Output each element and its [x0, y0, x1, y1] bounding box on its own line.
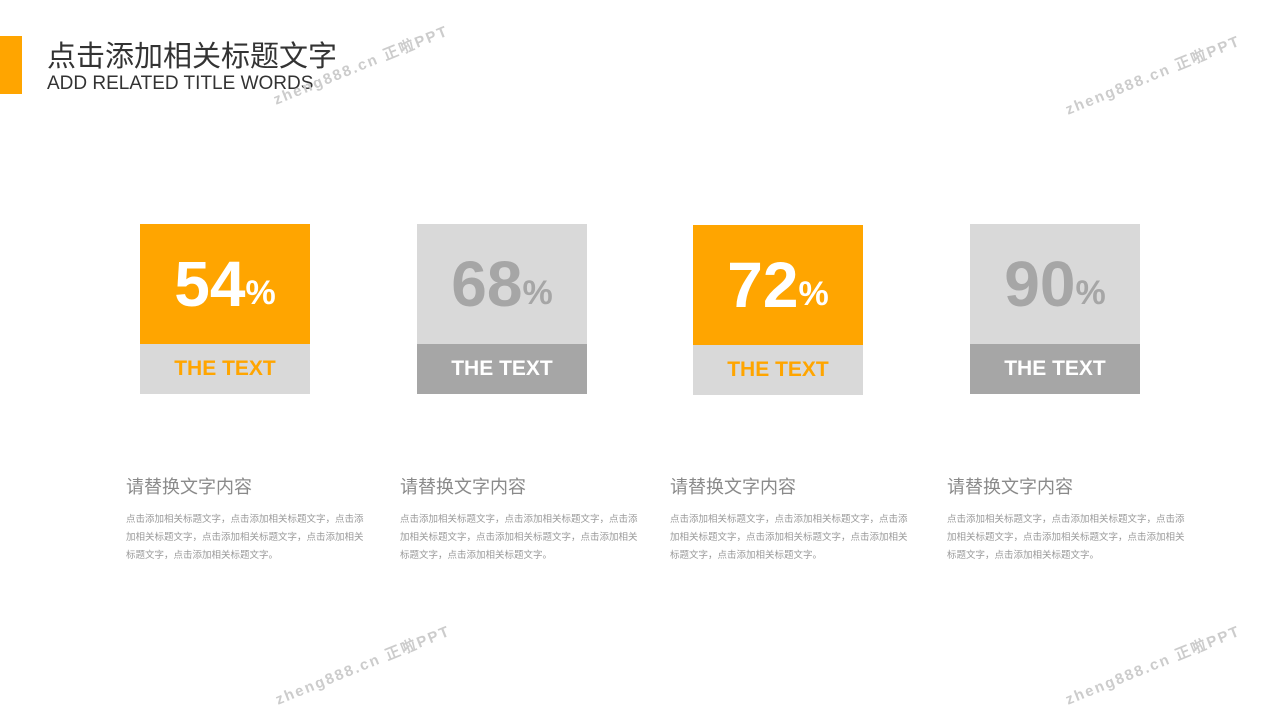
stat-value: 54% — [140, 224, 310, 344]
stat-number: 68 — [451, 248, 523, 320]
column-body: 点击添加相关标题文字，点击添加相关标题文字，点击添加相关标题文字，点击添加相关标… — [126, 514, 364, 561]
watermark: zheng888.cn 正啦PPT — [1063, 622, 1244, 709]
column-heading: 请替换文字内容 — [126, 477, 252, 497]
stat-unit: % — [522, 273, 553, 312]
stat-value: 90% — [970, 224, 1140, 344]
stat-unit: % — [798, 274, 829, 313]
stat-card: 90% THE TEXT — [970, 224, 1140, 394]
watermark: zheng888.cn 正啦PPT — [1063, 32, 1244, 119]
text-column: 请替换文字内容点击添加相关标题文字，点击添加相关标题文字，点击添加相关标题文字，… — [126, 473, 371, 565]
column-body: 点击添加相关标题文字，点击添加相关标题文字，点击添加相关标题文字，点击添加相关标… — [947, 514, 1185, 561]
stat-label: THE TEXT — [693, 345, 863, 395]
column-heading: 请替换文字内容 — [947, 477, 1073, 497]
stat-unit: % — [1075, 273, 1106, 312]
text-column: 请替换文字内容点击添加相关标题文字，点击添加相关标题文字，点击添加相关标题文字，… — [670, 473, 915, 565]
stat-card: 72% THE TEXT — [693, 225, 863, 395]
column-heading: 请替换文字内容 — [670, 477, 796, 497]
column-heading: 请替换文字内容 — [400, 477, 526, 497]
stat-number: 72 — [727, 249, 799, 321]
page-title: 点击添加相关标题文字 — [47, 41, 338, 73]
page-subtitle: ADD RELATED TITLE WORDS — [47, 73, 314, 94]
column-body: 点击添加相关标题文字，点击添加相关标题文字，点击添加相关标题文字，点击添加相关标… — [400, 514, 638, 561]
stat-unit: % — [245, 273, 276, 312]
column-body: 点击添加相关标题文字，点击添加相关标题文字，点击添加相关标题文字，点击添加相关标… — [670, 514, 908, 561]
stat-card: 54% THE TEXT — [140, 224, 310, 394]
stat-number: 54 — [174, 248, 246, 320]
stat-number: 90 — [1004, 248, 1076, 320]
stat-value: 68% — [417, 224, 587, 344]
title-accent-bar — [0, 36, 22, 94]
stat-card: 68% THE TEXT — [417, 224, 587, 394]
stat-label: THE TEXT — [417, 344, 587, 394]
stat-label: THE TEXT — [970, 344, 1140, 394]
text-column: 请替换文字内容点击添加相关标题文字，点击添加相关标题文字，点击添加相关标题文字，… — [400, 473, 645, 565]
text-column: 请替换文字内容点击添加相关标题文字，点击添加相关标题文字，点击添加相关标题文字，… — [947, 473, 1192, 565]
stat-value: 72% — [693, 225, 863, 345]
watermark: zheng888.cn 正啦PPT — [273, 622, 454, 709]
stat-label: THE TEXT — [140, 344, 310, 394]
